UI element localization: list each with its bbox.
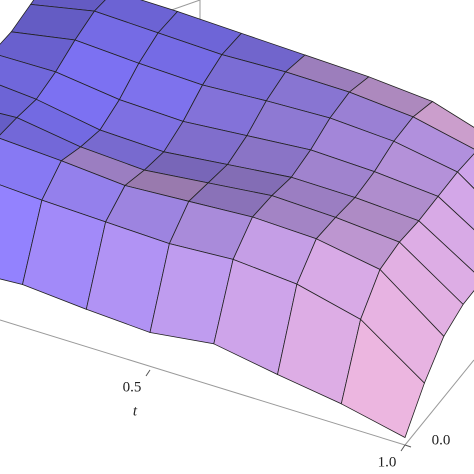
y-tick-label: 0.0 [432,432,451,448]
x-tick-label: 0.5 [123,379,142,395]
box-edge [404,359,474,446]
x-tick [145,369,151,377]
box-edge [0,319,406,446]
y-tick [404,444,412,448]
surface [0,0,474,439]
surface-patch [340,318,425,439]
x-tick [400,444,406,452]
surface-patch [456,153,474,190]
x-tick-label: 1.0 [378,454,397,470]
x-axis-label: t [133,403,138,419]
surface-patch [437,171,474,231]
